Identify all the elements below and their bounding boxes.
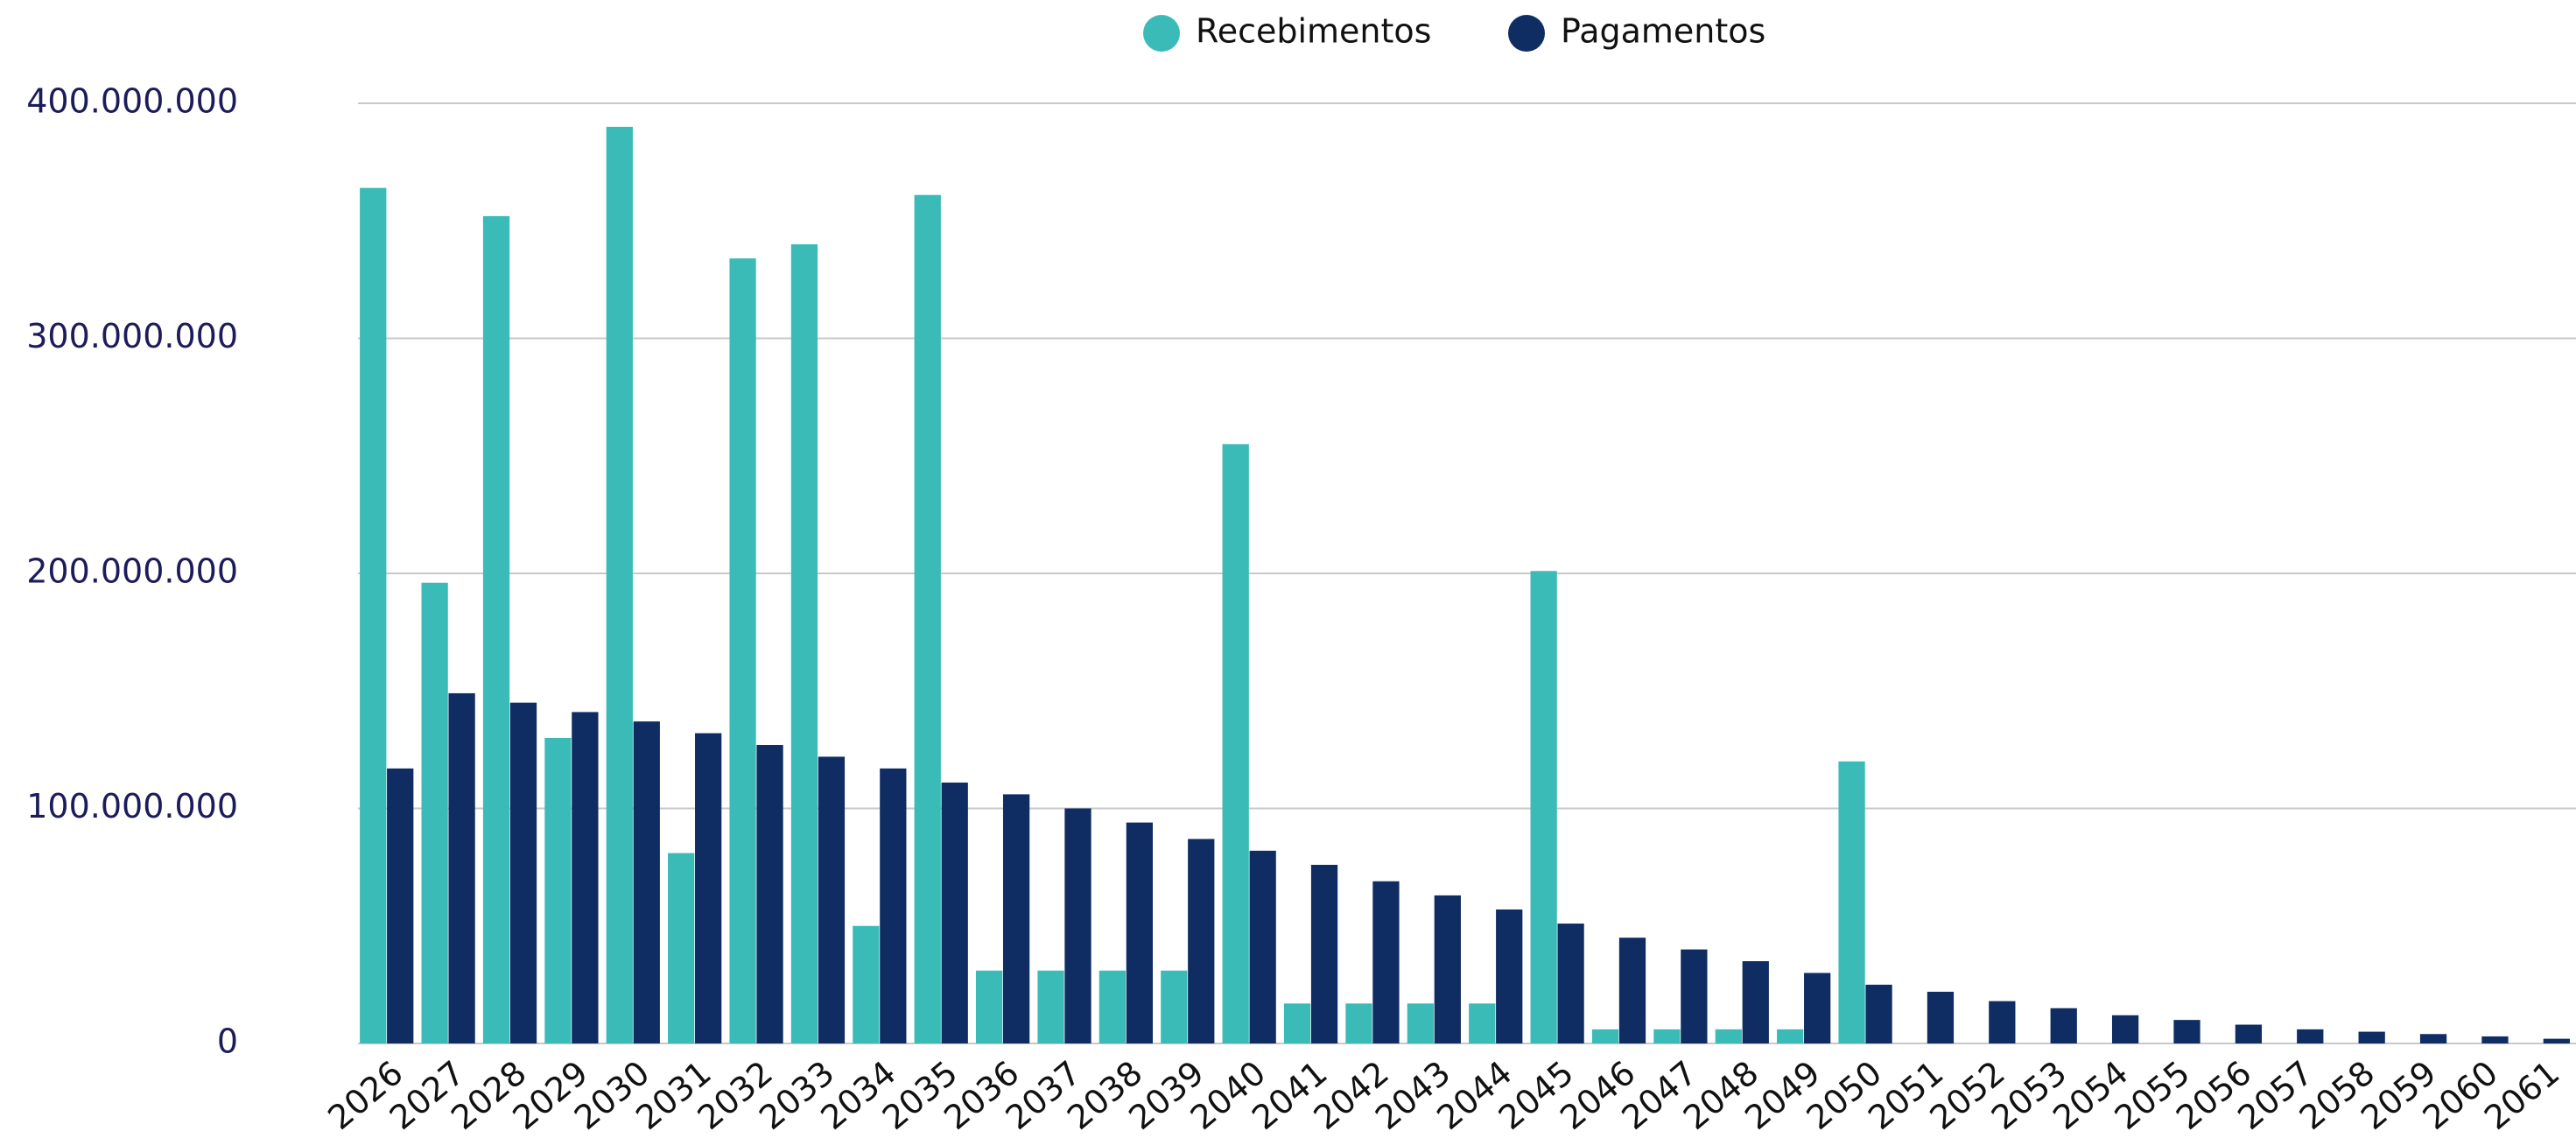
bar — [756, 745, 783, 1043]
bar — [2543, 1038, 2570, 1043]
bar — [1530, 571, 1557, 1043]
bar — [2235, 1024, 2263, 1043]
bar — [2111, 1015, 2139, 1043]
bar — [853, 925, 880, 1043]
y-tick-label: 0 — [217, 1022, 238, 1061]
legend-swatch — [1508, 15, 1545, 52]
bar — [1126, 822, 1154, 1043]
bar — [421, 582, 448, 1043]
bar — [1249, 850, 1276, 1043]
legend-swatch — [1143, 15, 1180, 52]
bar — [1804, 973, 1831, 1043]
bar — [1496, 909, 1523, 1043]
bar — [482, 215, 510, 1043]
bar — [1064, 808, 1091, 1043]
bar — [1098, 970, 1127, 1043]
bar — [1989, 1001, 2016, 1043]
bar — [1557, 924, 1584, 1043]
bar — [1927, 991, 1955, 1043]
bar — [572, 712, 599, 1043]
bar — [606, 126, 633, 1044]
bar — [1653, 1029, 1681, 1043]
bar — [544, 737, 572, 1043]
bar — [2050, 1008, 2077, 1043]
bar — [1372, 881, 1400, 1043]
y-tick-label: 100.000.000 — [26, 787, 238, 825]
y-tick-label: 200.000.000 — [26, 552, 238, 591]
bar — [1310, 864, 1338, 1043]
bar — [1618, 938, 1646, 1043]
bar — [818, 756, 846, 1043]
bar — [695, 733, 722, 1043]
bar — [1434, 895, 1461, 1043]
bar — [360, 187, 387, 1043]
bar — [1407, 1003, 1434, 1043]
bar — [2481, 1036, 2509, 1043]
legend-label: Pagamentos — [1561, 12, 1765, 51]
bar — [2173, 1020, 2200, 1043]
bar — [633, 721, 660, 1043]
bar — [1838, 761, 1865, 1043]
bar — [1188, 839, 1215, 1043]
bar — [1283, 1003, 1311, 1043]
bar — [387, 768, 414, 1043]
bar — [729, 258, 756, 1044]
bar — [448, 692, 475, 1043]
bar — [1037, 970, 1064, 1043]
y-tick-label: 300.000.000 — [26, 317, 238, 355]
bar — [1345, 1003, 1372, 1043]
y-tick-label: 400.000.000 — [26, 82, 238, 121]
bar — [2358, 1031, 2385, 1043]
bar — [509, 702, 537, 1043]
bar — [941, 782, 968, 1043]
bar — [2297, 1029, 2324, 1043]
bar — [790, 244, 818, 1044]
bar — [1742, 961, 1769, 1043]
legend-label: Recebimentos — [1196, 12, 1431, 51]
bar — [1865, 984, 1892, 1043]
bar — [1591, 1029, 1619, 1043]
bar — [2419, 1034, 2447, 1043]
bar — [880, 768, 907, 1043]
bar — [1777, 1029, 1804, 1043]
bar — [976, 970, 1003, 1043]
bar — [1222, 444, 1249, 1043]
bar — [1681, 949, 1708, 1043]
bar — [1715, 1029, 1742, 1043]
bar — [1161, 970, 1188, 1043]
bar — [668, 853, 695, 1043]
bar — [1469, 1003, 1496, 1043]
bar — [1002, 794, 1030, 1043]
bar — [914, 194, 941, 1044]
